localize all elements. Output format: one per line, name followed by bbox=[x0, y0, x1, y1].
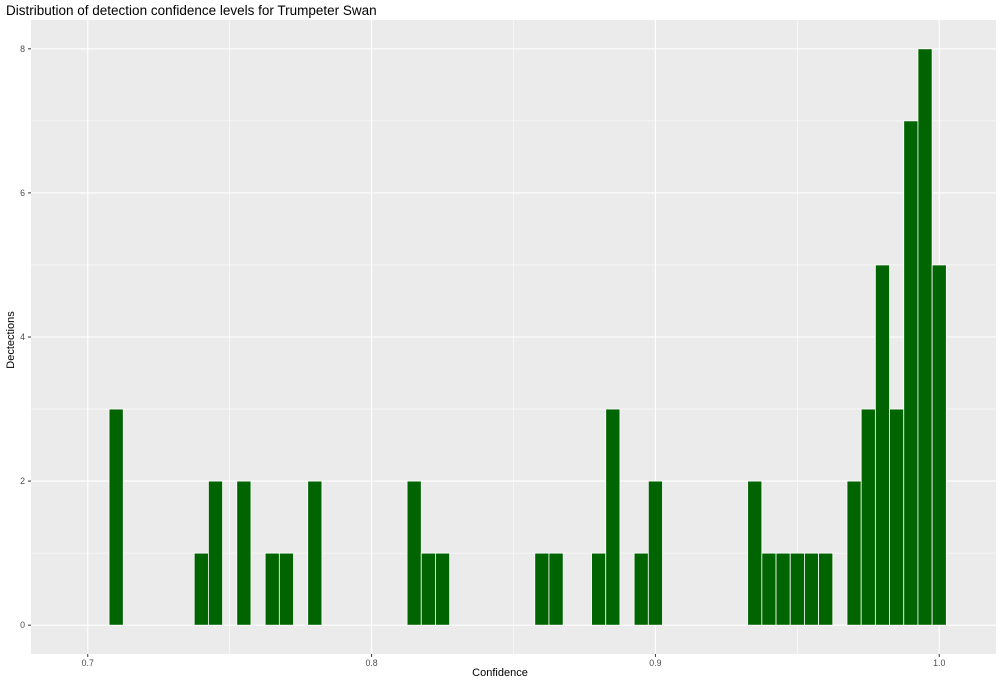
histogram-bar bbox=[633, 552, 649, 626]
histogram-bar bbox=[548, 552, 564, 626]
y-tick-label: 4 bbox=[20, 332, 25, 342]
histogram-bar bbox=[874, 264, 890, 626]
histogram-bar bbox=[605, 408, 621, 626]
histogram-bar bbox=[846, 480, 862, 626]
histogram-bar bbox=[108, 408, 124, 626]
histogram-bar bbox=[647, 480, 663, 626]
histogram-bar bbox=[207, 480, 223, 626]
y-tick-label: 0 bbox=[20, 620, 25, 630]
y-tick-label: 6 bbox=[20, 188, 25, 198]
histogram-bar bbox=[860, 408, 876, 626]
histogram-bar bbox=[420, 552, 436, 626]
histogram-bars bbox=[108, 48, 947, 626]
x-tick-label: 1.0 bbox=[933, 658, 945, 668]
y-tick-label: 2 bbox=[20, 476, 25, 486]
histogram-bar bbox=[818, 552, 834, 626]
x-tick-label: 0.8 bbox=[365, 658, 377, 668]
histogram-bar bbox=[278, 552, 294, 626]
histogram-bar bbox=[775, 552, 791, 626]
histogram-bar bbox=[789, 552, 805, 626]
x-axis: 0.7 0.8 0.9 1.0 bbox=[82, 654, 945, 668]
histogram-bar bbox=[591, 552, 607, 626]
chart-title: Distribution of detection confidence lev… bbox=[6, 3, 377, 18]
histogram-bar bbox=[903, 120, 919, 626]
histogram-bar bbox=[931, 264, 947, 626]
y-axis: 0 2 4 6 8 bbox=[20, 44, 31, 630]
histogram-bar bbox=[236, 480, 252, 626]
histogram-bar bbox=[917, 48, 933, 626]
histogram-bar bbox=[193, 552, 209, 626]
histogram-bar bbox=[747, 480, 763, 626]
histogram-bar bbox=[534, 552, 550, 626]
histogram-bar bbox=[307, 480, 323, 626]
histogram-bar bbox=[889, 408, 905, 626]
histogram-bar bbox=[264, 552, 280, 626]
y-tick-label: 8 bbox=[20, 44, 25, 54]
histogram-bar bbox=[804, 552, 820, 626]
histogram-bar bbox=[761, 552, 777, 626]
x-tick-label: 0.7 bbox=[82, 658, 94, 668]
x-tick-label: 0.9 bbox=[649, 658, 661, 668]
histogram-bar bbox=[435, 552, 451, 626]
minor-gridlines bbox=[31, 20, 996, 654]
major-gridlines bbox=[31, 20, 996, 654]
x-axis-label: Confidence bbox=[472, 667, 528, 679]
histogram-bar bbox=[406, 480, 422, 626]
